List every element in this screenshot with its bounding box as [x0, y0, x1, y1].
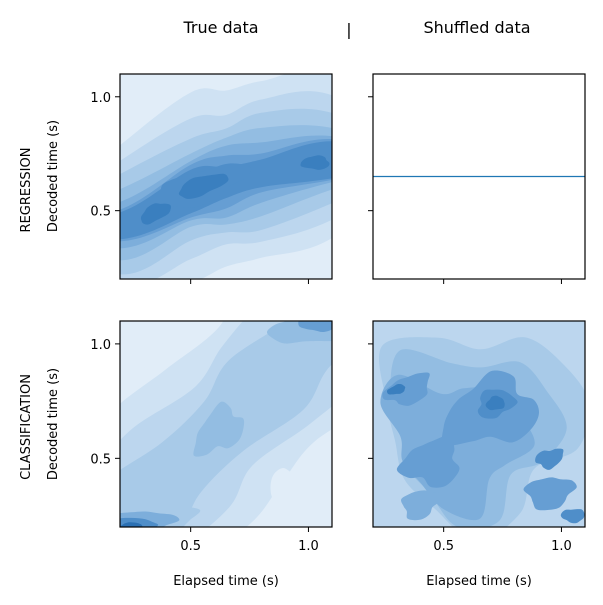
density-contours: [373, 321, 585, 527]
density-peak: [121, 522, 143, 527]
density-level: [386, 384, 406, 395]
x-axis-label-left: Elapsed time (s): [173, 574, 279, 589]
density-level: [382, 372, 430, 406]
density-level: [396, 435, 460, 488]
density-level: [535, 448, 564, 470]
axes-frame: [119, 320, 333, 528]
density-level: [193, 401, 245, 457]
y-axis-label-top: Decoded time (s): [46, 120, 61, 232]
x-tick-label: 1.0: [298, 539, 319, 554]
axes: 0.5 1.0 0.5 1.0: [90, 320, 333, 554]
panel-regression-shuffled: [368, 73, 586, 284]
panel-regression-true: 0.5 1.0: [90, 73, 333, 284]
column-separator: |: [346, 20, 351, 39]
y-tick-label: 1.0: [90, 338, 111, 353]
y-axis-label-bottom: Decoded time (s): [46, 368, 61, 480]
axes-frame: [372, 73, 586, 280]
x-tick-label: 1.0: [551, 539, 572, 554]
density-peak: [300, 155, 330, 170]
panel-classification-shuffled: 0.5 1.0: [368, 320, 586, 554]
density-contours: [120, 321, 332, 527]
density-level: [560, 509, 585, 524]
density-level: [120, 141, 332, 240]
axes-frame: [119, 73, 333, 280]
row-label-regression: REGRESSION: [19, 148, 34, 233]
density-level: [401, 490, 441, 521]
x-tick-label: 0.5: [433, 539, 454, 554]
right-column-title: Shuffled data: [423, 18, 530, 37]
x-tick-label: 0.5: [180, 539, 201, 554]
density-peak: [140, 203, 171, 225]
density-level: [523, 477, 577, 511]
density-peak: [298, 321, 332, 332]
density-level: [485, 395, 505, 411]
density-level: [270, 467, 320, 527]
axes: [368, 73, 586, 284]
density-peak: [178, 173, 229, 199]
row-label-classification: CLASSIFICATION: [19, 374, 34, 480]
x-axis-label-right: Elapsed time (s): [426, 574, 532, 589]
left-column-title: True data: [182, 18, 258, 37]
constant-prediction: [373, 74, 585, 279]
y-tick-label: 1.0: [90, 91, 111, 106]
density-level: [120, 321, 163, 371]
y-tick-label: 0.5: [90, 452, 111, 467]
y-tick-label: 0.5: [90, 205, 111, 220]
axes: 0.5 1.0: [90, 73, 333, 284]
panel-classification-true: 0.5 1.0 0.5 1.0: [90, 320, 333, 554]
axes: 0.5 1.0: [368, 320, 586, 554]
axes-frame: [372, 320, 586, 528]
density-contours: [120, 74, 332, 279]
